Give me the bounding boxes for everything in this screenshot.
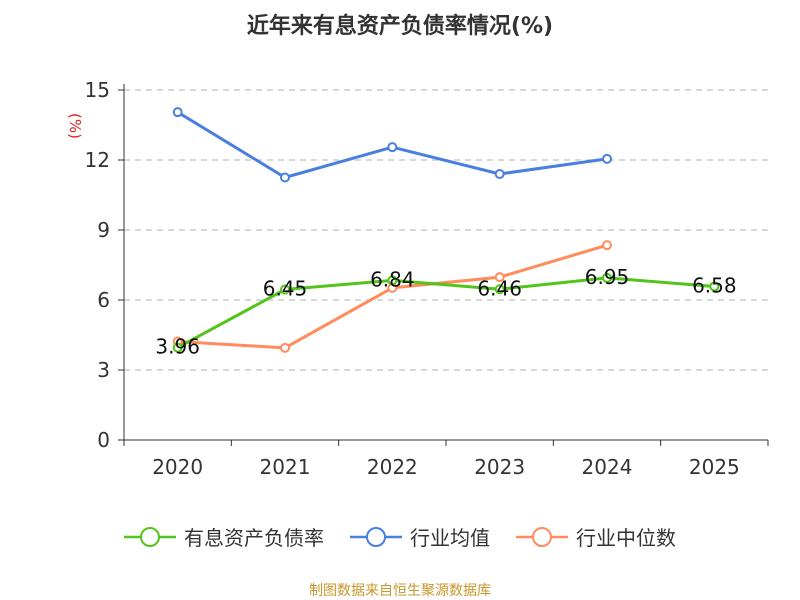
y-tick-label: 3 <box>97 358 110 382</box>
y-tick-label: 6 <box>97 288 110 312</box>
data-label: 6.95 <box>585 265 630 289</box>
data-point <box>172 107 183 118</box>
legend-label: 有息资产负债率 <box>184 526 324 550</box>
data-point <box>709 281 720 292</box>
data-point <box>602 272 612 283</box>
data-label: 6.58 <box>692 273 737 297</box>
legend-item[interactable]: 有息资产负债率 <box>124 522 324 551</box>
data-point <box>280 172 290 183</box>
data-point <box>387 275 398 286</box>
data-point <box>172 342 183 353</box>
data-label: 6.84 <box>370 267 415 291</box>
legend-item[interactable]: 行业均值 <box>350 522 490 551</box>
x-tick-label: 2025 <box>689 455 740 479</box>
y-tick-label: 12 <box>85 148 110 172</box>
data-point <box>602 153 612 164</box>
legend: 有息资产负债率 行业均值 行业中位数 <box>0 522 800 551</box>
legend-label: 行业中位数 <box>576 526 676 550</box>
data-point <box>602 240 612 251</box>
legend-marker-icon <box>350 526 402 547</box>
legend-item[interactable]: 行业中位数 <box>516 522 676 551</box>
chart-title: 近年来有息资产负债率情况(%) <box>246 14 554 39</box>
data-point <box>280 284 290 295</box>
data-label: 6.46 <box>477 276 522 300</box>
data-point <box>494 169 505 179</box>
data-label: 3.96 <box>155 335 200 359</box>
data-point <box>280 342 290 353</box>
x-tick-label: 2021 <box>260 455 311 479</box>
x-tick-label: 2022 <box>367 455 418 479</box>
series-line-0 <box>176 276 715 349</box>
y-tick-label: 9 <box>97 218 110 242</box>
legend-marker-icon <box>124 526 176 547</box>
data-point <box>387 142 398 153</box>
series-line-2 <box>177 243 608 350</box>
data-label: 6.45 <box>263 277 308 301</box>
x-tick-label: 2020 <box>152 455 203 479</box>
y-tick-label: 15 <box>85 78 110 102</box>
legend-label: 行业均值 <box>410 526 490 550</box>
x-tick-label: 2024 <box>582 455 633 479</box>
data-point <box>494 284 505 295</box>
source-note: 制图数据来自恒生聚源数据库 <box>309 583 491 599</box>
x-tick-label: 2023 <box>474 455 525 479</box>
legend-marker-icon <box>516 526 568 547</box>
y-tick-label: 0 <box>97 428 110 452</box>
data-point <box>494 272 505 283</box>
y-axis-label: (%) <box>66 113 84 139</box>
